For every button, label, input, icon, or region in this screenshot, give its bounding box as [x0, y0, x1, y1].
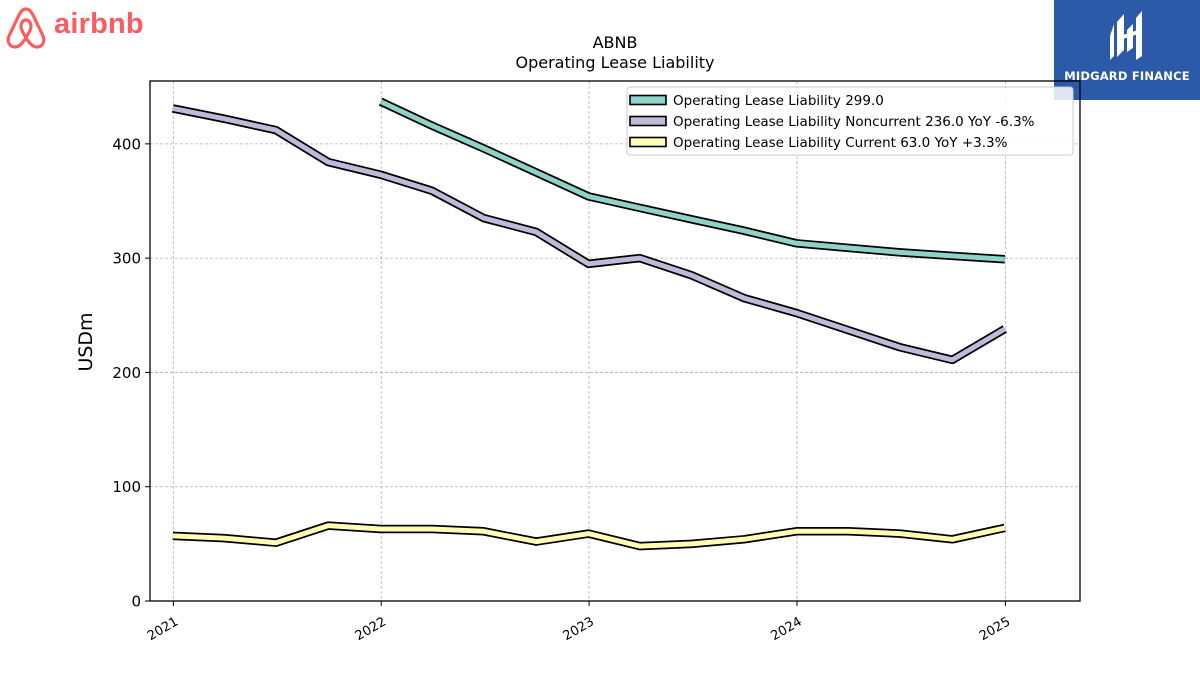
series-3	[172, 521, 1006, 551]
airbnb-wordmark: airbnb	[54, 7, 144, 40]
x-tick-label: 2025	[977, 615, 1013, 645]
series-1	[378, 97, 1006, 264]
plot-frame	[149, 80, 1081, 602]
midgard-finance-logo: MIDGARD FINANCE	[1054, 0, 1200, 100]
midgard-finance-name: MIDGARD FINANCE	[1064, 69, 1190, 83]
legend-box	[626, 86, 1074, 156]
y-axis-label: USDm	[75, 312, 97, 371]
legend-swatch	[629, 94, 667, 106]
legend-swatch	[629, 136, 667, 148]
legend-label: Operating Lease Liability Current 63.0 Y…	[673, 135, 1008, 151]
grid-lines	[150, 81, 1080, 601]
legend-label: Operating Lease Liability Noncurrent 236…	[673, 114, 1035, 130]
series-line	[172, 523, 1006, 549]
axis-ticks: 0 100 200 300 400 2021 2022 2023 2024 2025	[112, 135, 1013, 644]
midgard-emblem-icon	[1110, 11, 1142, 60]
airbnb-belo-icon	[6, 7, 46, 49]
legend-swatch	[629, 115, 667, 127]
x-tick-label: 2021	[145, 615, 181, 645]
x-tick-label: 2024	[769, 615, 805, 645]
x-tick-label: 2023	[561, 615, 597, 645]
airbnb-logo: airbnb	[4, 4, 144, 50]
y-tick-label: 100	[112, 478, 141, 496]
series-line	[172, 105, 1007, 363]
chart-title: ABNB	[593, 33, 638, 52]
series-lines	[171, 97, 1007, 551]
y-tick-label: 0	[131, 593, 141, 611]
series-2	[171, 104, 1007, 365]
chart-subtitle: Operating Lease Liability	[515, 53, 714, 72]
y-tick-label: 200	[112, 364, 141, 382]
y-tick-label: 400	[112, 135, 141, 153]
x-tick-label: 2022	[353, 615, 389, 645]
series-line	[379, 99, 1005, 262]
legend-label: Operating Lease Liability 299.0	[673, 93, 884, 109]
y-tick-label: 300	[112, 250, 141, 268]
legend: Operating Lease Liability 299.0 Operating…	[626, 86, 1074, 156]
